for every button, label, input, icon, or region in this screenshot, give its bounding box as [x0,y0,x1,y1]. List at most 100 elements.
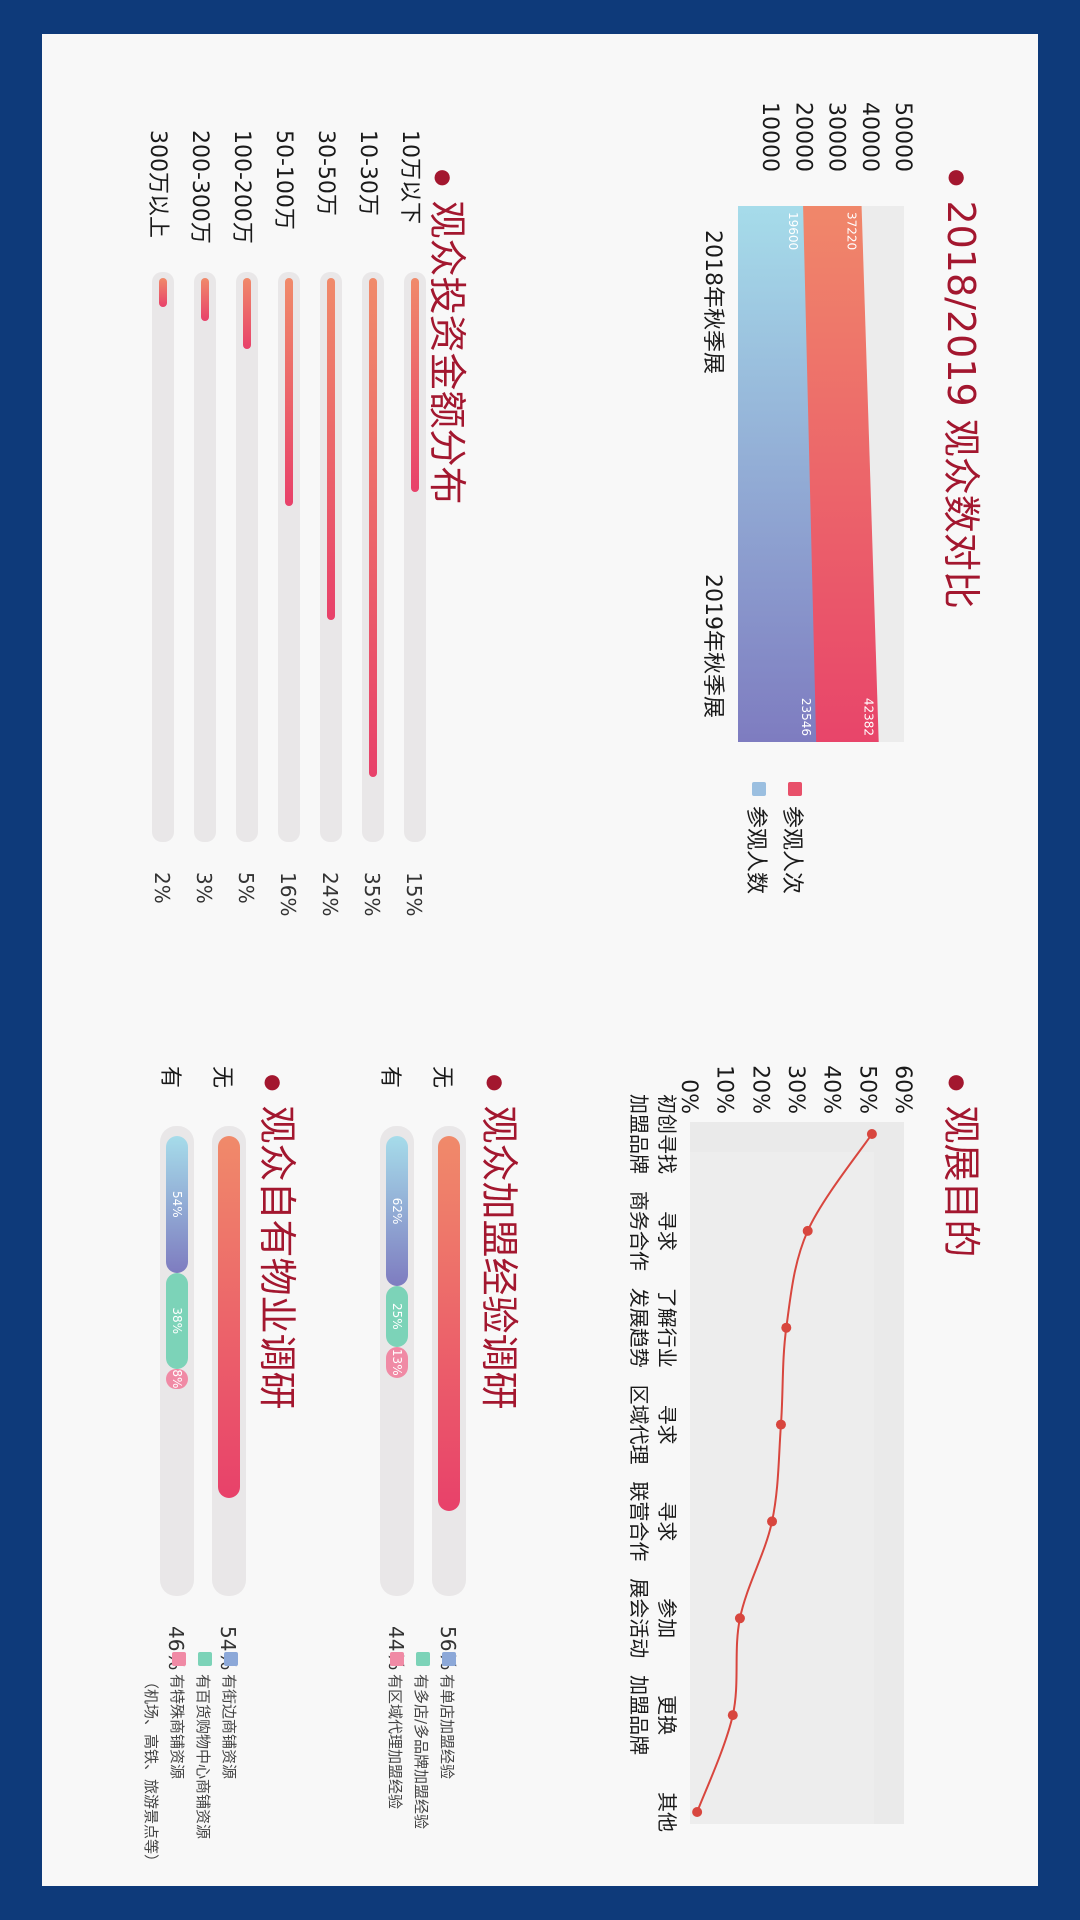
x-category-label: 区域代理 [627,1385,651,1465]
legend-swatch [198,1652,212,1666]
data-point [734,1613,745,1624]
x-category-label: 联营合作 [627,1481,651,1561]
bar-fill [159,278,167,307]
bar-fill [369,278,377,777]
category-label: 无 [429,1066,454,1089]
x-category-label: 寻求 [655,1501,679,1541]
data-label: 42382 [862,698,876,736]
bar-percent-label: 5% [234,872,258,904]
bar-track [194,272,216,842]
y-tick-label: 20000 [790,102,815,172]
data-label: 19600 [786,212,800,250]
stack-segment: 25% [386,1286,408,1347]
y-tick-label: 50000 [890,102,915,172]
y-tick-label: 40% [819,1065,844,1114]
bar-fill [243,278,251,350]
data-point [692,1807,703,1817]
x-category-label: 商务合作 [627,1191,651,1271]
area-series-visitors [738,206,817,742]
category-label: 30-50万 [313,130,338,216]
bar-fill [438,1136,460,1512]
x-category-label: 加盟品牌 [627,1675,651,1755]
stack-segment: 54% [166,1136,188,1273]
section-title-franchise: ● 观众加盟经验调研 [475,1074,530,1409]
x-category-label: 2018年秋季展 [700,230,725,374]
legend-label: 有多店/多品牌加盟经验 [412,1674,430,1830]
x-category-label: 参加 [655,1598,679,1638]
section-title-property: ● 观众自有物业调研 [253,1074,308,1409]
bar-percent-label: 3% [192,872,216,904]
legend-label: 有单店加盟经验 [438,1674,456,1780]
title-bullet-icon: ● [262,1074,287,1092]
x-category-label: 其他 [655,1792,679,1832]
category-label: 无 [209,1066,234,1089]
legend-swatch [172,1652,186,1666]
series-line [696,1133,873,1813]
title-bullet-icon: ● [484,1074,509,1092]
bar-fill [285,278,293,506]
stack-segment: 62% [386,1136,408,1287]
bar-percent-label: 24% [318,872,342,917]
data-point [866,1129,877,1139]
data-point [775,1419,786,1430]
title-text: 观众投资金额分布 [425,200,469,505]
y-tick-label: 20% [747,1065,772,1114]
legend-label: 有街边商铺资源 [220,1674,238,1780]
x-category-label: 更换 [655,1695,679,1735]
x-category-label: 初创寻找 [655,1094,679,1174]
poster-frame: ●2018/2019 观众数对比 10000 20000 30000 40000 500… [42,34,1038,1886]
category-label: 50-100万 [271,130,296,230]
y-tick-label: 30000 [824,102,849,172]
x-category-label: 展会活动 [627,1578,651,1658]
data-point [767,1516,778,1527]
data-point [802,1225,813,1236]
x-category-label: 寻求 [655,1211,679,1251]
legend-swatch [442,1652,456,1666]
y-tick-label: 0% [676,1079,701,1114]
line-chart: 0% 10% 20% 30% 40% 50% 60%初创寻找加盟品牌寻求商务合作了解行业发展… [627,1065,915,1832]
legend-label: 有特殊商铺资源 [168,1674,186,1780]
category-label: 10万以下 [397,130,422,224]
x-category-label: 寻求 [655,1405,679,1445]
data-point [727,1710,738,1721]
data-label: 23546 [799,698,813,736]
plot-inner-background [690,1152,874,1824]
bar-track [152,272,174,842]
data-point [781,1322,792,1333]
x-category-label: 发展趋势 [627,1288,651,1368]
bar-fill [411,278,419,492]
y-tick-label: 30% [783,1065,808,1114]
x-category-label: 了解行业 [655,1288,679,1368]
x-category-label: 2019年秋季展 [700,574,725,718]
category-label: 有 [377,1066,402,1089]
y-tick-label: 10000 [757,102,782,172]
x-category-label: 加盟品牌 [627,1094,651,1174]
y-tick-label: 40000 [857,102,882,172]
stack-segment: 13% [386,1346,408,1378]
category-label: 100-200万 [229,130,254,244]
bar-percent-label: 35% [360,872,384,917]
y-tick-label: 60% [890,1065,915,1114]
legend-label: 有百货购物中心商铺资源 [194,1674,212,1840]
category-label: 300万以上 [145,130,170,238]
y-tick-label: 10% [712,1065,737,1114]
section-title-investment: ● 观众投资金额分布 [423,169,478,504]
legend-note: （机场、高铁、旅游景点等） [142,1674,160,1870]
bar-fill [218,1136,240,1498]
data-label: 37220 [845,212,859,250]
y-tick-label: 50% [854,1065,879,1114]
stack-segment: 38% [166,1272,188,1369]
bar-track [236,272,258,842]
bar-fill [327,278,335,620]
title-text: 观众加盟经验调研 [477,1105,521,1410]
legend-swatch [390,1652,404,1666]
title-text: 观众自有物业调研 [255,1105,299,1410]
legend-swatch [416,1652,430,1666]
bar-fill [201,278,209,321]
legend-label: 有区域代理加盟经验 [386,1674,404,1810]
title-bullet-icon: ● [432,169,457,187]
stack-segment: 8% [166,1368,188,1389]
bar-percent-label: 16% [276,872,300,917]
rotated-stage: ●2018/2019 观众数对比 10000 20000 30000 40000 500… [42,34,1038,1886]
category-label: 200-300万 [187,130,212,244]
